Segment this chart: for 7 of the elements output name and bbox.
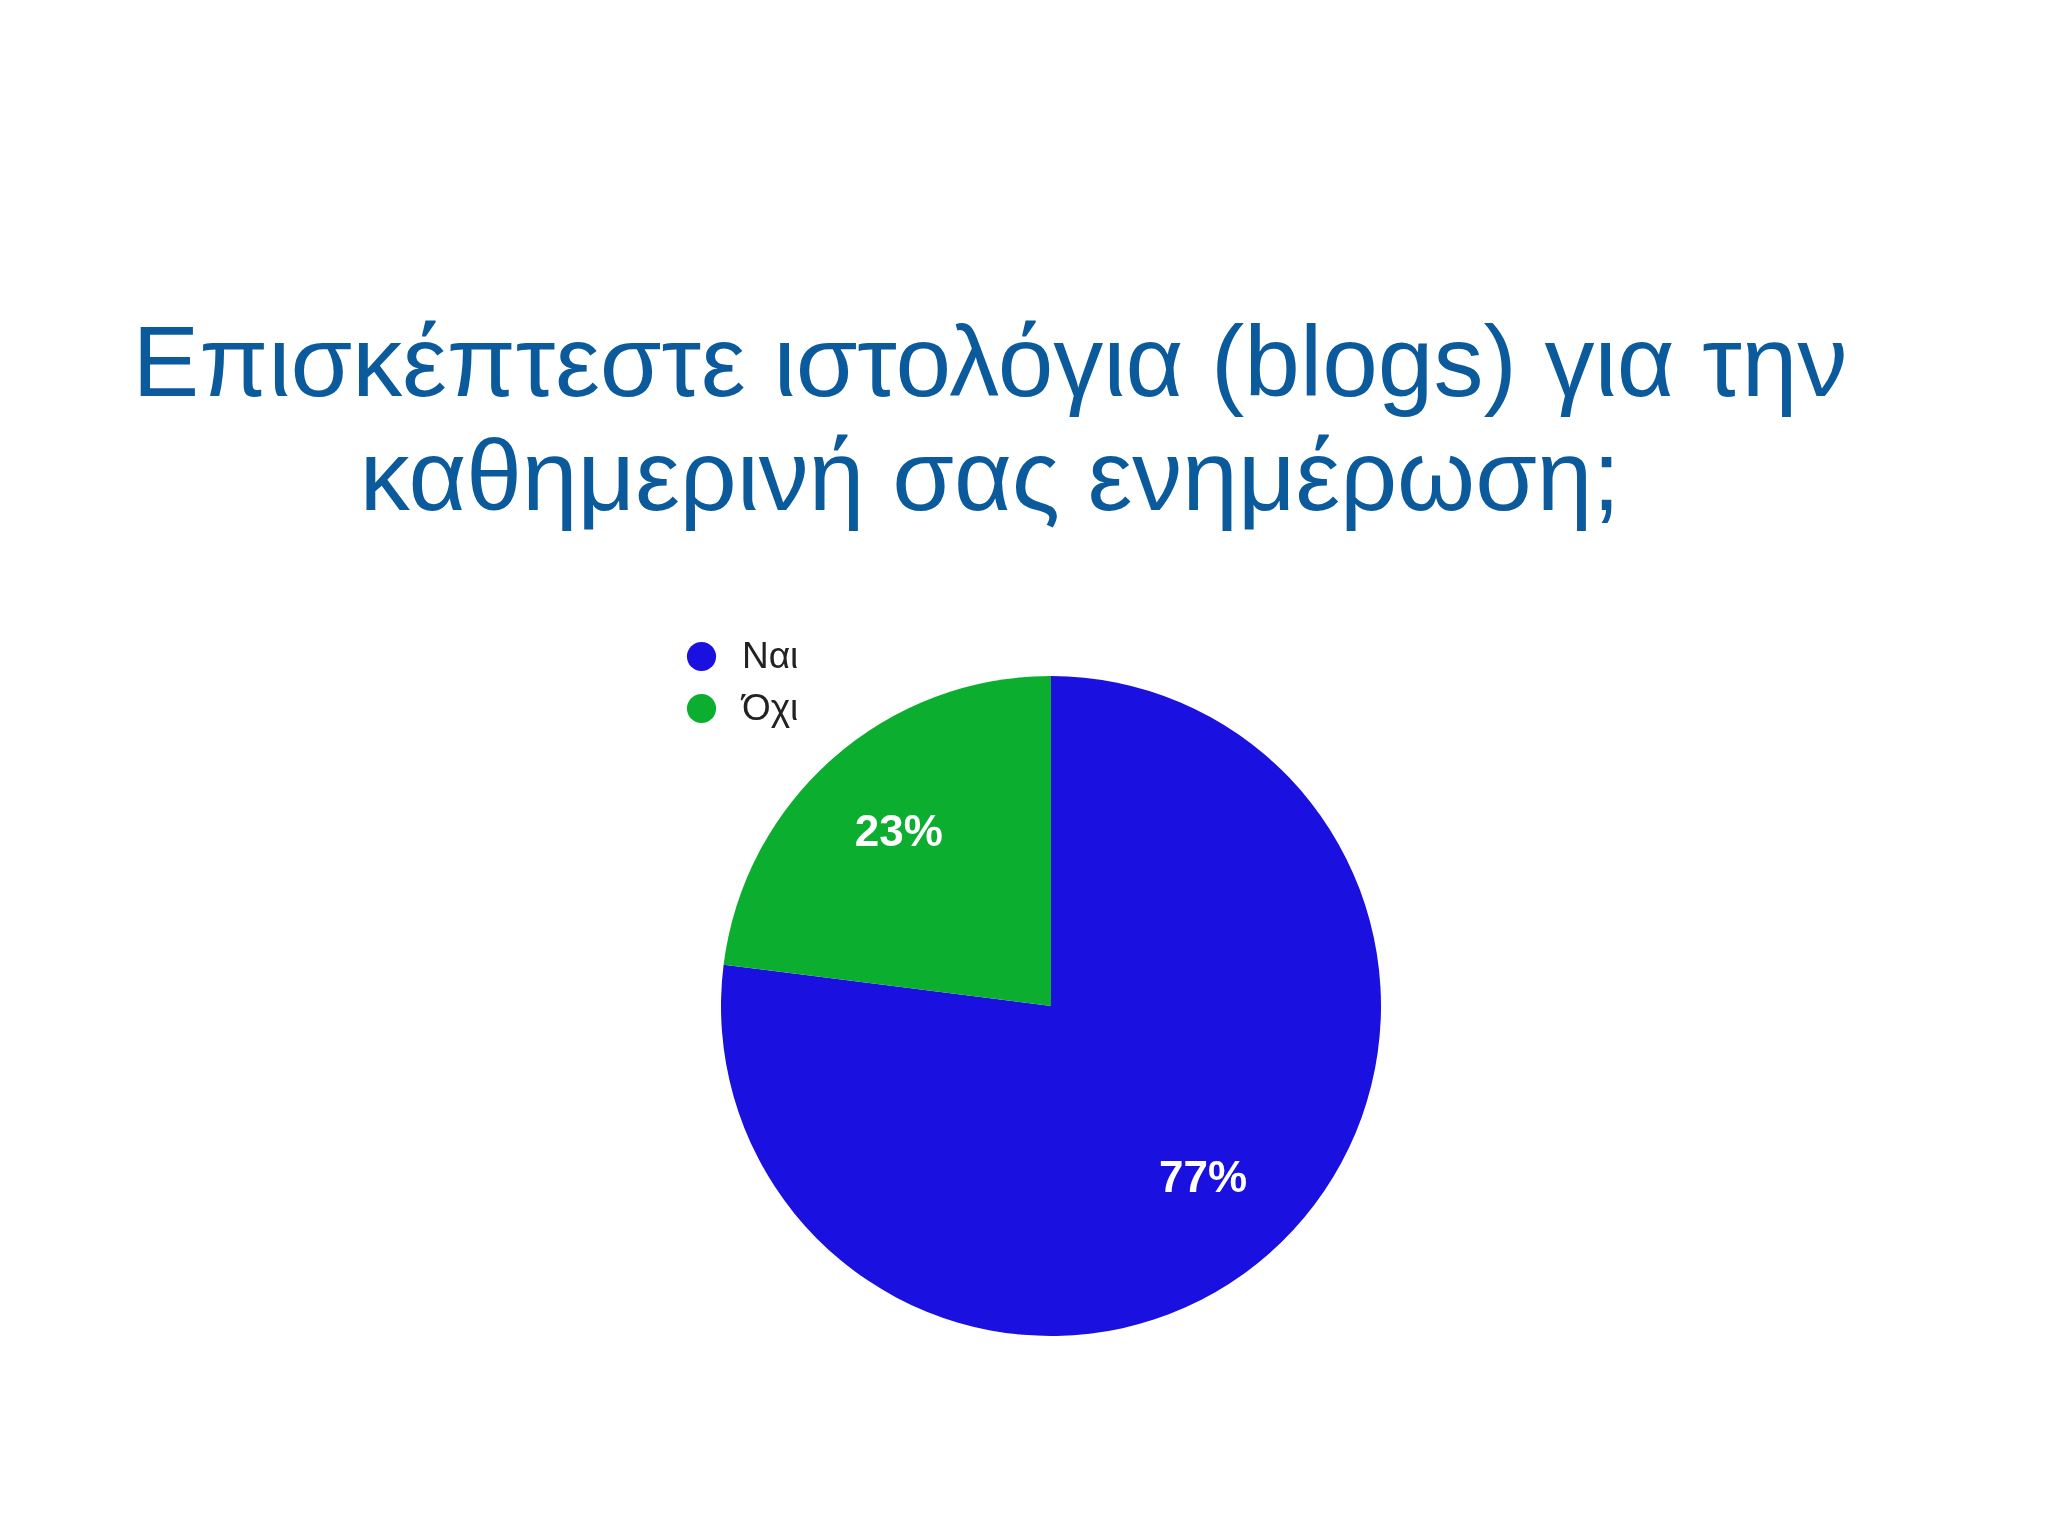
data-label: 23% <box>854 806 943 856</box>
pie-slice <box>723 676 1051 1006</box>
chart-title: Επισκέπτεστε ιστολόγια (blogs) για την καθημερινή σας ενημέρωση; <box>132 305 1848 531</box>
legend-label: Όχι <box>740 686 799 728</box>
legend-label: Ναι <box>742 634 799 676</box>
pie-slice <box>721 676 1381 1336</box>
data-label: 77% <box>1159 1151 1248 1201</box>
